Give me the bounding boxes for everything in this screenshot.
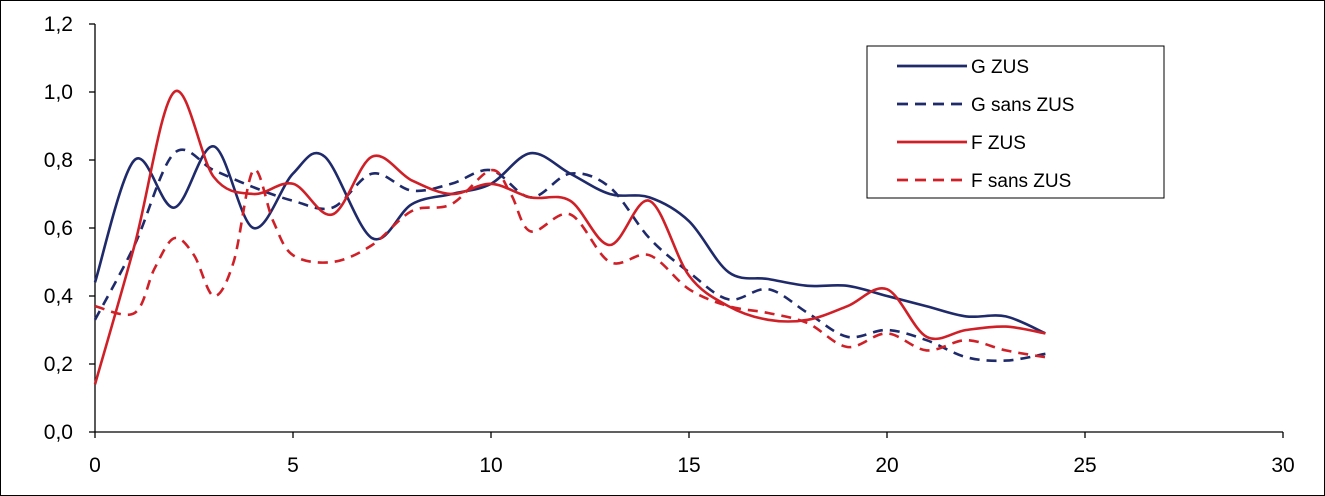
series-line-g-zus <box>93 145 1046 335</box>
series-line-f-zus <box>93 89 1046 385</box>
legend-label-f-sans-zus: F sans ZUS <box>971 171 1071 192</box>
y-tick-label: 0,6 <box>44 217 73 240</box>
legend-box <box>866 45 1165 199</box>
x-tick-label: 5 <box>287 454 299 477</box>
x-tick-label: 0 <box>89 454 101 477</box>
x-tick-label: 25 <box>1073 454 1096 477</box>
y-tick-label: 1,0 <box>44 81 73 104</box>
y-tick-label: 1,2 <box>44 13 73 36</box>
legend-label-g-zus: G ZUS <box>971 57 1029 78</box>
y-tick-label: 0,8 <box>44 149 73 172</box>
series-line-g-sans-zus <box>93 148 1046 363</box>
x-tick-label: 15 <box>677 454 700 477</box>
series-line-f-sans-zus <box>94 168 1046 359</box>
y-tick-label: 0,4 <box>44 285 74 308</box>
legend-label-f-zus: F ZUS <box>971 133 1026 154</box>
legend-label-g-sans-zus: G sans ZUS <box>971 95 1074 116</box>
y-tick-label: 0,0 <box>44 421 73 444</box>
x-tick-label: 30 <box>1271 454 1294 477</box>
axes: 0,0 0,2 0,4 0,6 0,8 1,0 1,2 0 5 10 15 20 25 30 <box>44 13 1295 477</box>
x-tick-label: 10 <box>479 454 502 477</box>
legend: G ZUS G sans ZUS F ZUS F sans ZUS <box>866 45 1165 199</box>
x-tick-label: 20 <box>875 454 898 477</box>
series-layer <box>93 89 1046 385</box>
y-tick-label: 0,2 <box>44 353 73 376</box>
